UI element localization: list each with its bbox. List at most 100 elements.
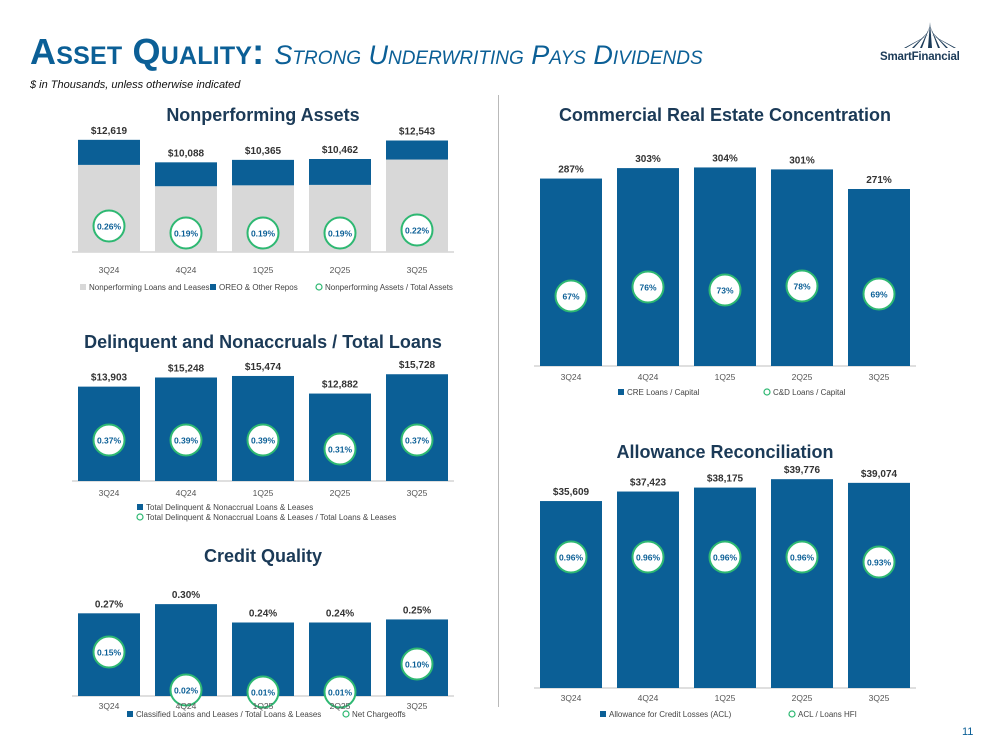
- legend-label: Nonperforming Assets / Total Assets: [325, 283, 453, 292]
- bar-value-label: $15,248: [168, 363, 205, 374]
- overlay-label: 0.39%: [251, 436, 276, 446]
- bar: [694, 487, 756, 688]
- bar-value-label: 271%: [866, 175, 892, 186]
- x-tick-label: 3Q24: [561, 372, 582, 382]
- chart-title: Allowance Reconciliation: [616, 442, 833, 462]
- overlay-label: 0.96%: [790, 553, 815, 563]
- bar-value-label: $15,728: [399, 360, 436, 371]
- x-tick-label: 2Q25: [330, 701, 351, 711]
- overlay-label: 0.37%: [405, 436, 430, 446]
- bar-value-label: $13,903: [91, 373, 128, 384]
- overlay-label: 0.01%: [328, 688, 353, 698]
- legend-label: C&D Loans / Capital: [773, 388, 846, 397]
- legend-label: OREO & Other Repos: [219, 283, 298, 292]
- legend-label: Nonperforming Loans and Leases: [89, 283, 210, 292]
- overlay-marker: [323, 675, 357, 709]
- overlay-label: 0.37%: [97, 436, 122, 446]
- overlay-label: 0.93%: [867, 558, 892, 568]
- overlay-marker: [323, 432, 357, 466]
- legend-label: Total Delinquent & Nonaccrual Loans & Le…: [146, 513, 396, 522]
- x-tick-label: 1Q25: [715, 372, 736, 382]
- legend-label: Classified Loans and Leases / Total Loan…: [136, 710, 321, 719]
- x-tick-label: 3Q25: [869, 693, 890, 703]
- chart-title: Commercial Real Estate Concentration: [559, 105, 891, 125]
- bar-oreo: [78, 139, 140, 165]
- overlay-label: 0.22%: [405, 226, 430, 236]
- overlay-marker: [631, 270, 665, 304]
- bar-total-label: $12,543: [399, 127, 436, 138]
- x-tick-label: 2Q25: [330, 265, 351, 275]
- x-tick-label: 2Q25: [792, 693, 813, 703]
- overlay-label: 69%: [870, 290, 887, 300]
- overlay-label: 0.02%: [174, 686, 199, 696]
- chart-title: Credit Quality: [204, 546, 322, 566]
- overlay-marker: [554, 540, 588, 574]
- logo-text: SmartFinancial: [880, 51, 960, 63]
- legend-label: Net Chargeoffs: [352, 710, 406, 719]
- legend-swatch: [763, 388, 771, 396]
- column-divider: [498, 95, 499, 707]
- bar: [540, 178, 602, 366]
- bar: [848, 482, 910, 688]
- overlay-label: 0.26%: [97, 222, 122, 232]
- overlay-marker: [169, 673, 203, 707]
- overlay-marker: [169, 216, 203, 250]
- bar-value-label: $12,882: [322, 380, 359, 391]
- bar-total-label: $10,365: [245, 146, 282, 157]
- overlay-marker: [169, 423, 203, 457]
- x-tick-label: 3Q24: [99, 488, 120, 498]
- legend-swatch: [788, 710, 796, 718]
- page-subtitle: $ in Thousands, unless otherwise indicat…: [30, 79, 241, 91]
- overlay-marker: [92, 635, 126, 669]
- x-tick-label: 3Q24: [99, 701, 120, 711]
- legend-swatch: [210, 284, 216, 290]
- overlay-marker: [785, 269, 819, 303]
- x-tick-label: 1Q25: [715, 693, 736, 703]
- legend-swatch: [136, 513, 144, 521]
- overlay-label: 76%: [639, 283, 656, 293]
- legend-label: CRE Loans / Capital: [627, 388, 700, 397]
- legend-swatch: [127, 711, 133, 717]
- x-tick-label: 1Q25: [253, 701, 274, 711]
- overlay-label: 0.96%: [713, 553, 738, 563]
- overlay-marker: [631, 540, 665, 574]
- bar: [771, 479, 833, 688]
- overlay-label: 0.96%: [559, 553, 584, 563]
- bar-value-label: $38,175: [707, 474, 744, 485]
- bar-value-label: 0.24%: [249, 609, 277, 620]
- chart-title: Nonperforming Assets: [166, 105, 359, 125]
- bar-value-label: 0.25%: [403, 605, 431, 616]
- overlay-label: 0.96%: [636, 553, 661, 563]
- x-tick-label: 1Q25: [253, 265, 274, 275]
- bar: [617, 168, 679, 366]
- overlay-label: 0.01%: [251, 688, 276, 698]
- legend-swatch: [342, 710, 350, 718]
- bar-value-label: 303%: [635, 154, 661, 165]
- bar-value-label: 304%: [712, 153, 738, 164]
- x-tick-label: 3Q24: [99, 265, 120, 275]
- legend-swatch: [137, 504, 143, 510]
- legend-swatch: [80, 284, 86, 290]
- x-tick-label: 1Q25: [253, 488, 274, 498]
- bar-oreo: [386, 140, 448, 160]
- legend-label: Total Delinquent & Nonaccrual Loans & Le…: [146, 503, 313, 512]
- x-tick-label: 2Q25: [792, 372, 813, 382]
- bar-value-label: 0.27%: [95, 599, 123, 610]
- bar: [694, 167, 756, 366]
- overlay-marker: [92, 209, 126, 243]
- bar-value-label: 287%: [558, 165, 584, 176]
- bar-oreo: [309, 159, 371, 185]
- title-rest: Strong Underwriting Pays Dividends: [274, 40, 703, 70]
- overlay-marker: [246, 423, 280, 457]
- title-lead: Asset Quality:: [30, 31, 265, 72]
- x-tick-label: 3Q25: [407, 701, 428, 711]
- logo-icon: [904, 22, 956, 48]
- bar-total-label: $12,619: [91, 126, 128, 137]
- overlay-marker: [246, 675, 280, 709]
- overlay-label: 67%: [562, 292, 579, 302]
- x-tick-label: 3Q24: [561, 693, 582, 703]
- page-number: 11: [962, 726, 974, 738]
